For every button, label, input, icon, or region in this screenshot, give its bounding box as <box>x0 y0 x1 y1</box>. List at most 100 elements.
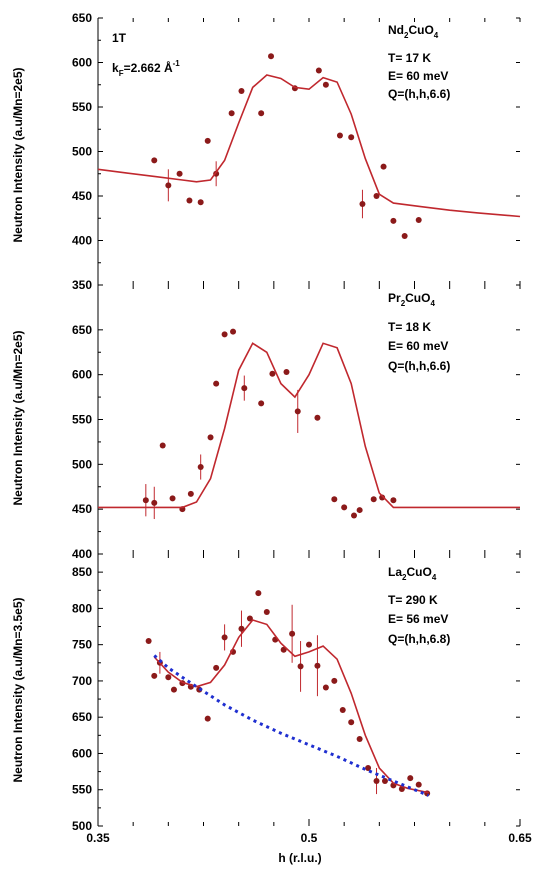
y-axis-label-pr: Neutron Intensity (a.u/Mn=2e5) <box>11 330 25 505</box>
data-point <box>407 775 414 782</box>
data-point <box>228 110 235 117</box>
y-tick-label: 600 <box>72 368 92 382</box>
data-point <box>165 674 172 681</box>
y-tick-label: 850 <box>72 565 92 579</box>
data-point <box>269 370 276 377</box>
data-point <box>314 662 321 669</box>
data-point <box>348 719 355 726</box>
x-axis-label: h (r.l.u.) <box>278 851 321 865</box>
data-point <box>306 641 312 648</box>
y-tick-label: 550 <box>72 100 92 114</box>
data-point <box>169 495 176 502</box>
data-point <box>348 134 355 141</box>
x-tick-label: 0.5 <box>301 831 318 845</box>
data-point <box>165 182 172 189</box>
q-label-nd: Q=(h,h,6.6) <box>388 87 450 101</box>
data-point <box>331 496 338 503</box>
data-point <box>373 193 380 199</box>
data-point <box>379 494 386 501</box>
data-point <box>213 380 220 387</box>
background-dotted-line <box>153 654 430 797</box>
data-point <box>238 87 245 94</box>
data-point <box>221 634 228 641</box>
data-point <box>356 507 363 514</box>
data-point <box>415 217 422 224</box>
y-tick-label: 550 <box>72 413 92 427</box>
data-point <box>238 625 245 632</box>
y-tick-label: 650 <box>72 323 92 337</box>
data-point <box>294 408 301 415</box>
y-tick-label: 350 <box>72 278 92 292</box>
data-point <box>145 638 152 645</box>
y-tick-label: 500 <box>72 145 92 159</box>
data-point <box>213 664 220 671</box>
data-point <box>314 414 321 421</box>
data-point <box>370 496 377 503</box>
data-point <box>197 464 204 471</box>
q-label-la: Q=(h,h,6.8) <box>388 632 450 646</box>
y-tick-label: 650 <box>72 11 92 25</box>
data-point <box>151 157 158 164</box>
q-label-pr: Q=(h,h,6.6) <box>388 359 450 373</box>
temperature-label-nd: T= 17 K <box>388 51 431 65</box>
data-point <box>390 497 397 504</box>
data-point <box>359 201 366 208</box>
fit-curve <box>98 342 520 509</box>
energy-label-nd: E= 60 meV <box>388 69 448 83</box>
data-point <box>322 684 329 691</box>
x-tick-label: 0.65 <box>508 831 532 845</box>
data-point <box>341 504 348 511</box>
data-point <box>289 630 296 637</box>
data-point <box>331 677 338 684</box>
fit-curve <box>153 619 429 794</box>
data-point <box>176 170 183 177</box>
label-1t: 1T <box>112 31 127 45</box>
y-tick-label: 700 <box>72 674 92 688</box>
data-point <box>204 137 211 144</box>
data-point <box>241 385 248 392</box>
data-point <box>170 686 177 693</box>
data-point <box>401 233 408 240</box>
data-point <box>204 715 211 722</box>
fit-curve <box>97 74 521 218</box>
data-point <box>151 672 158 679</box>
data-point <box>159 442 166 449</box>
data-point <box>207 434 214 441</box>
data-point <box>258 110 265 117</box>
data-point <box>283 368 290 375</box>
data-point <box>356 735 363 742</box>
temperature-label-pr: T= 18 K <box>388 320 431 334</box>
y-tick-label: 500 <box>72 819 92 833</box>
x-tick-label: 0.35 <box>86 831 110 845</box>
data-point <box>230 328 237 335</box>
y-tick-label: 600 <box>72 56 92 70</box>
energy-label-pr: E= 60 meV <box>388 339 448 353</box>
y-tick-label: 450 <box>72 502 92 516</box>
energy-label-la: E= 56 meV <box>388 612 448 626</box>
data-point <box>258 400 265 407</box>
y-tick-label: 500 <box>72 457 92 471</box>
data-point <box>390 217 397 224</box>
y-tick-label: 450 <box>72 189 92 203</box>
data-point <box>415 781 422 788</box>
y-tick-label: 650 <box>72 710 92 724</box>
data-point <box>197 199 204 206</box>
data-point <box>365 764 372 771</box>
chart-marks <box>97 53 521 797</box>
y-tick-label: 550 <box>72 783 92 797</box>
data-point <box>297 663 304 670</box>
y-tick-label: 400 <box>72 234 92 248</box>
y-tick-label: 600 <box>72 746 92 760</box>
data-point <box>187 490 194 497</box>
compound-label-pr: Pr2CuO4 <box>388 291 435 308</box>
data-point <box>221 331 228 338</box>
y-axis-label-la: Neutron Intensity (a.u/Mn=3.5e5) <box>11 597 25 782</box>
data-point <box>255 590 262 597</box>
data-point <box>186 197 193 204</box>
data-point <box>151 499 158 506</box>
y-tick-label: 800 <box>72 601 92 615</box>
compound-label-nd: Nd2CuO4 <box>388 23 439 40</box>
data-point <box>336 132 343 139</box>
kf-label: kF=2.662 Å-1 <box>112 59 180 78</box>
